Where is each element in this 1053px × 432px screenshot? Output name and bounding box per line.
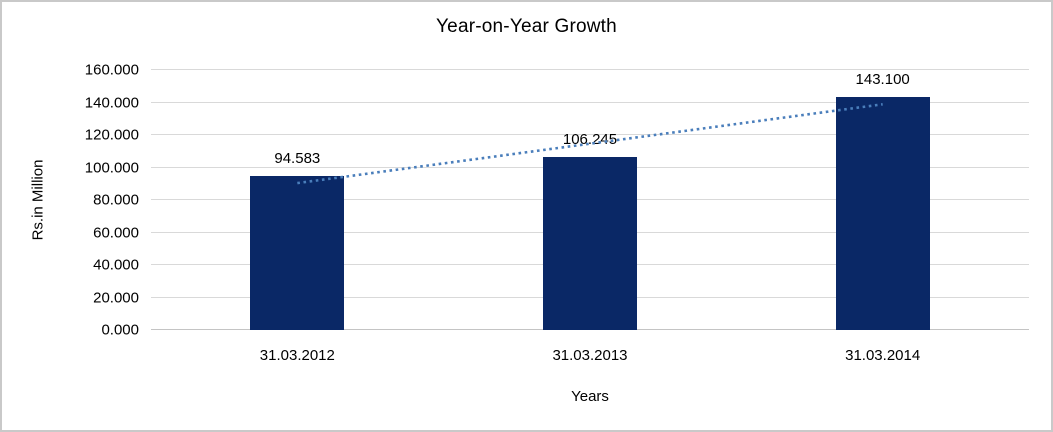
x-tick-label: 31.03.2012 xyxy=(259,347,335,364)
data-label: 143.100 xyxy=(855,71,910,89)
x-axis-title: Years xyxy=(571,388,609,405)
y-tick-label: 0.000 xyxy=(101,321,139,339)
y-tick-label: 120.000 xyxy=(84,126,139,144)
y-tick-label: 40.000 xyxy=(93,256,139,274)
data-label: 94.583 xyxy=(274,150,321,168)
y-tick-label: 20.000 xyxy=(93,289,139,306)
gridline xyxy=(151,69,1029,70)
bar-31.03.2012 xyxy=(250,176,345,330)
bar-31.03.2013 xyxy=(543,157,637,330)
gridline xyxy=(151,101,1029,103)
x-tick-label: 31.03.2013 xyxy=(552,347,628,364)
plot-area: 94.583 106.245 143.100 xyxy=(151,69,1029,330)
x-tick-label: 31.03.2014 xyxy=(845,347,921,364)
chart-title: Year-on-Year Growth xyxy=(436,16,617,37)
y-tick-label: 60.000 xyxy=(93,224,139,241)
gridline xyxy=(151,134,1029,135)
y-tick-label: 100.000 xyxy=(84,159,139,176)
data-label: 106.245 xyxy=(562,131,618,149)
trendline xyxy=(297,102,883,185)
bar-31.03.2014 xyxy=(835,97,930,330)
y-tick-label: 80.000 xyxy=(93,191,139,209)
y-tick-label: 160.000 xyxy=(84,61,139,79)
y-tick-label: 140.000 xyxy=(84,94,139,111)
